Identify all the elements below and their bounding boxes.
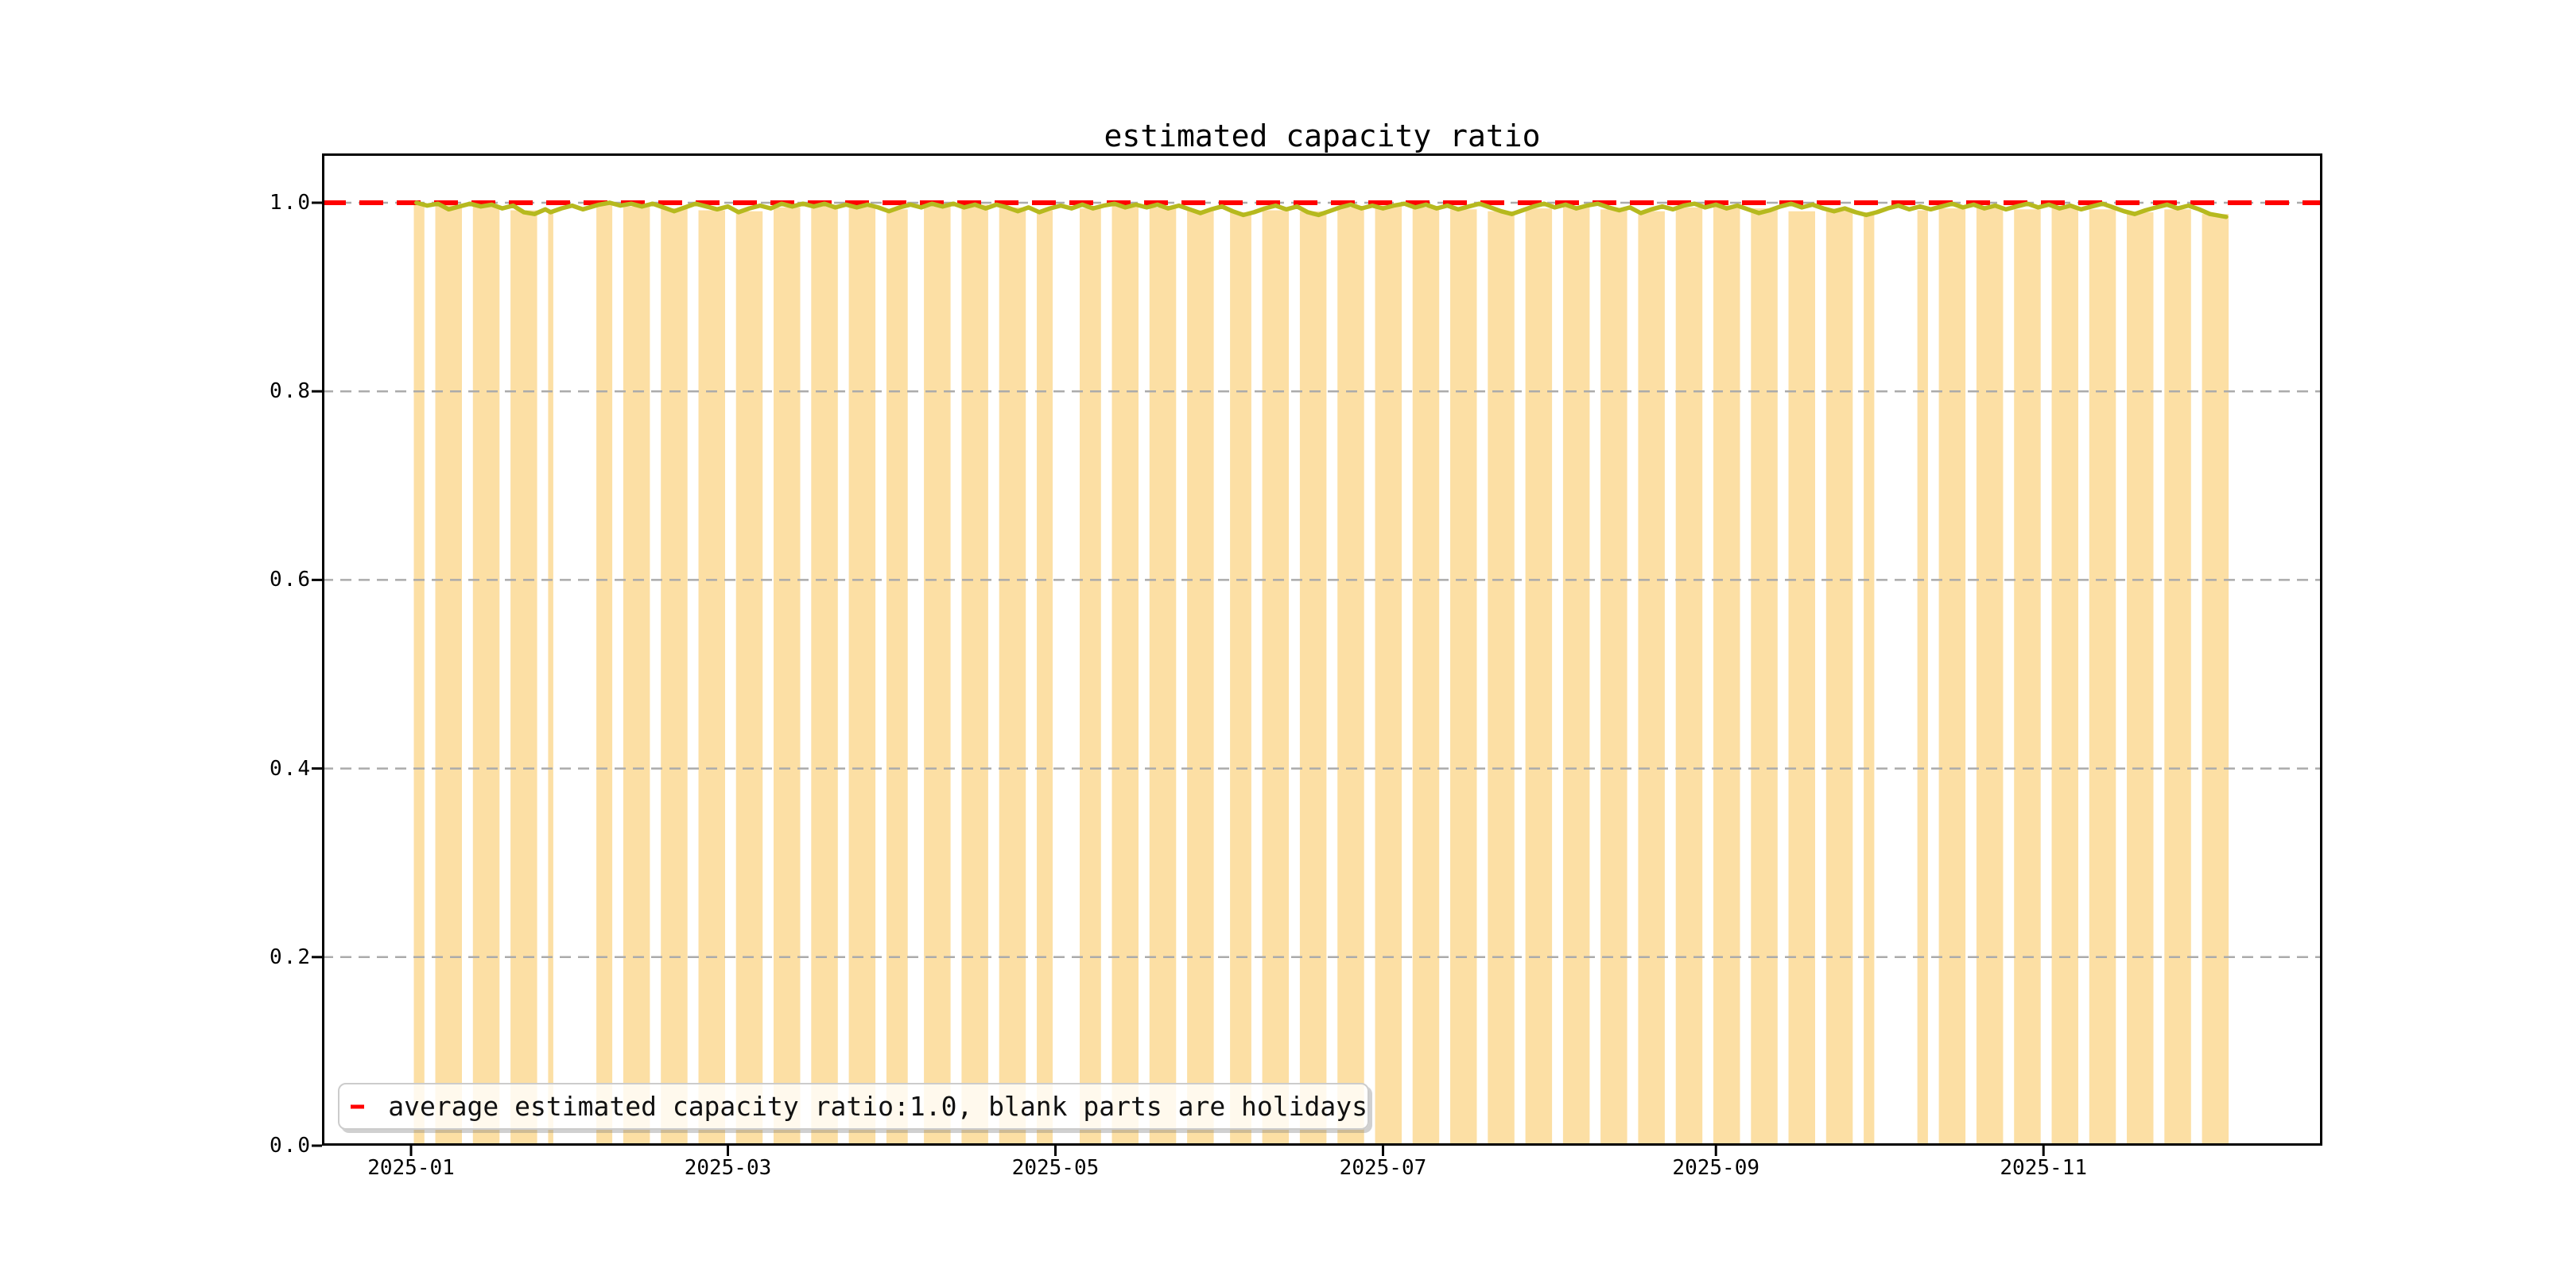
workday-bar (1938, 208, 1966, 1146)
x-tick-marks (409, 1146, 2045, 1156)
workday-bar (1638, 211, 1665, 1146)
y-tick-label: 0.4 (270, 756, 312, 781)
y-tick-label: 0.8 (270, 379, 312, 404)
workday-bar (2164, 209, 2191, 1146)
workday-bar (2014, 209, 2041, 1146)
workday-bar (2202, 214, 2229, 1146)
plot-area (312, 153, 2322, 1156)
workday-bar (1149, 207, 1177, 1146)
workday-bar (1488, 211, 1515, 1146)
x-tick-label: 2025-03 (684, 1156, 772, 1180)
workday-bar (1337, 207, 1364, 1146)
workday-bar (1080, 208, 1101, 1146)
workday-bar (1864, 211, 1875, 1146)
workday-bar (774, 207, 801, 1146)
legend-dashed-line-marker (351, 1104, 370, 1108)
workday-bar (510, 210, 537, 1146)
workday-bar (924, 206, 951, 1146)
workday-bar (698, 210, 725, 1146)
workday-bar (2127, 211, 2154, 1146)
workday-bar (2051, 207, 2078, 1146)
y-tick-label: 0.0 (270, 1134, 312, 1158)
workday-bar (1825, 209, 1853, 1146)
workday-bar (1525, 208, 1553, 1146)
legend-label: average estimated capacity ratio:1.0, bl… (388, 1091, 1368, 1122)
workday-bar (848, 206, 876, 1146)
workday-bar (435, 204, 462, 1146)
workday-bar (1187, 210, 1214, 1146)
workday-bar (961, 204, 988, 1146)
workday-bar (811, 204, 838, 1146)
workday-bar (1412, 207, 1440, 1146)
workday-bar (623, 206, 650, 1146)
workday-bar (1917, 210, 1928, 1146)
x-tick-label: 2025-09 (1672, 1156, 1759, 1180)
x-tick-label: 2025-05 (1011, 1156, 1100, 1180)
workday-bar (1230, 211, 1251, 1146)
workday-bar (2089, 209, 2116, 1146)
chart-title: estimated capacity ratio (1104, 118, 1541, 153)
y-tick-marks (312, 201, 322, 1147)
x-tick-label: 2025-01 (367, 1156, 455, 1180)
workday-bar (472, 205, 500, 1146)
legend: average estimated capacity ratio:1.0, bl… (338, 1083, 1369, 1130)
x-tick-label: 2025-07 (1339, 1156, 1427, 1180)
y-tick-label: 1.0 (270, 191, 312, 215)
workday-bar (596, 204, 613, 1146)
workday-bar (1675, 207, 1703, 1146)
workday-bar (1450, 209, 1477, 1146)
workday-bar (548, 211, 553, 1146)
workday-bar (735, 211, 763, 1146)
workday-bar (1788, 211, 1815, 1146)
workday-bar (1111, 205, 1139, 1146)
workday-bar (1600, 209, 1627, 1146)
capacity-ratio-line (414, 200, 2229, 219)
workday-bar (999, 207, 1026, 1146)
workday-bar (1037, 210, 1053, 1146)
workday-bar (413, 204, 425, 1146)
y-tick-label: 0.6 (270, 568, 312, 592)
x-tick-label: 2025-11 (2000, 1156, 2087, 1180)
y-tick-label: 0.2 (270, 945, 312, 969)
workday-bar (1976, 206, 2004, 1146)
workday-bar (1713, 205, 1740, 1146)
workday-bar (1562, 206, 1590, 1146)
workday-bar (1299, 211, 1327, 1146)
workday-bar (886, 209, 908, 1146)
workday-bar (1375, 205, 1402, 1146)
plot-frame (322, 153, 2322, 1146)
workday-bar (1262, 210, 1290, 1146)
workday-bar (661, 208, 688, 1146)
bars-layer (413, 204, 2229, 1146)
workday-bar (1751, 208, 1778, 1146)
